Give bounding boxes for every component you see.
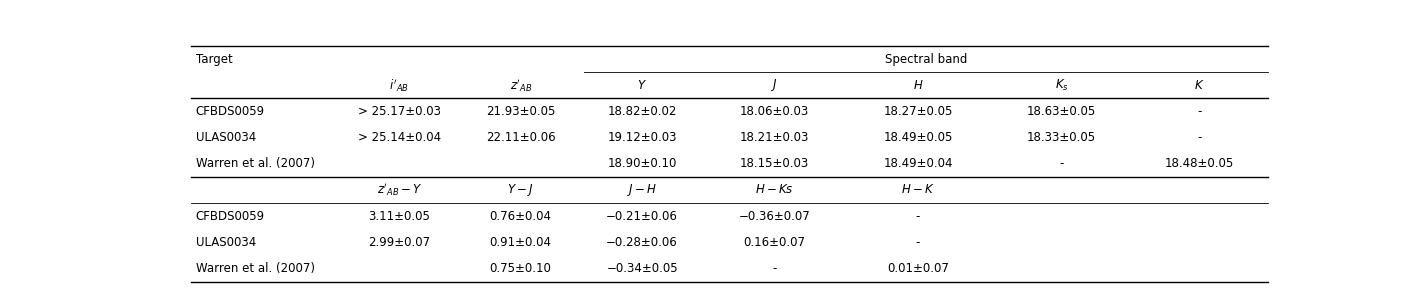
Text: ULAS0034: ULAS0034 (195, 236, 256, 249)
Text: 18.15±0.03: 18.15±0.03 (740, 157, 809, 170)
Text: 0.16±0.07: 0.16±0.07 (743, 236, 806, 249)
Text: 18.90±0.10: 18.90±0.10 (608, 157, 676, 170)
Text: -: - (916, 210, 920, 223)
Text: −0.34±0.05: −0.34±0.05 (607, 262, 678, 275)
Text: $z'_{AB}$: $z'_{AB}$ (510, 77, 531, 94)
Text: 18.49±0.04: 18.49±0.04 (883, 157, 953, 170)
Text: $Y$: $Y$ (637, 79, 646, 92)
Text: $J-H$: $J-H$ (627, 182, 658, 198)
Text: -: - (1198, 105, 1202, 118)
Text: Warren et al. (2007): Warren et al. (2007) (195, 262, 315, 275)
Text: > 25.14±0.04: > 25.14±0.04 (357, 131, 441, 144)
Text: 0.76±0.04: 0.76±0.04 (490, 210, 551, 223)
Text: 18.33±0.05: 18.33±0.05 (1027, 131, 1096, 144)
Text: 22.11±0.06: 22.11±0.06 (486, 131, 555, 144)
Text: 21.93±0.05: 21.93±0.05 (486, 105, 555, 118)
Text: -: - (1198, 131, 1202, 144)
Text: $K_s$: $K_s$ (1055, 78, 1068, 93)
Text: 0.75±0.10: 0.75±0.10 (490, 262, 551, 275)
Text: $Y-J$: $Y-J$ (507, 182, 534, 198)
Text: −0.21±0.06: −0.21±0.06 (607, 210, 678, 223)
Text: 19.12±0.03: 19.12±0.03 (607, 131, 676, 144)
Text: 18.82±0.02: 18.82±0.02 (608, 105, 676, 118)
Text: −0.36±0.07: −0.36±0.07 (739, 210, 810, 223)
Text: $i'_{AB}$: $i'_{AB}$ (389, 77, 409, 94)
Text: CFBDS0059: CFBDS0059 (195, 210, 265, 223)
Text: 18.63±0.05: 18.63±0.05 (1027, 105, 1096, 118)
Text: Target: Target (195, 53, 232, 66)
Text: ULAS0034: ULAS0034 (195, 131, 256, 144)
Text: 18.48±0.05: 18.48±0.05 (1165, 157, 1235, 170)
Text: 18.27±0.05: 18.27±0.05 (883, 105, 953, 118)
Text: -: - (1059, 157, 1064, 170)
Text: $z'_{AB}-Y$: $z'_{AB}-Y$ (376, 182, 422, 198)
Text: $K$: $K$ (1195, 79, 1205, 92)
Text: $J$: $J$ (770, 77, 778, 93)
Text: Warren et al. (2007): Warren et al. (2007) (195, 157, 315, 170)
Text: > 25.17±0.03: > 25.17±0.03 (357, 105, 441, 118)
Text: 2.99±0.07: 2.99±0.07 (369, 236, 430, 249)
Text: CFBDS0059: CFBDS0059 (195, 105, 265, 118)
Text: 18.21±0.03: 18.21±0.03 (740, 131, 809, 144)
Text: $H-K$: $H-K$ (901, 184, 934, 196)
Text: 18.06±0.03: 18.06±0.03 (740, 105, 809, 118)
Text: $H-Ks$: $H-Ks$ (755, 184, 795, 196)
Text: 18.49±0.05: 18.49±0.05 (883, 131, 953, 144)
Text: 0.91±0.04: 0.91±0.04 (490, 236, 551, 249)
Text: 0.01±0.07: 0.01±0.07 (887, 262, 948, 275)
Text: $H$: $H$ (913, 79, 923, 92)
Text: -: - (916, 236, 920, 249)
Text: −0.28±0.06: −0.28±0.06 (607, 236, 678, 249)
Text: 3.11±0.05: 3.11±0.05 (369, 210, 430, 223)
Text: -: - (772, 262, 776, 275)
Text: Spectral band: Spectral band (886, 53, 967, 66)
